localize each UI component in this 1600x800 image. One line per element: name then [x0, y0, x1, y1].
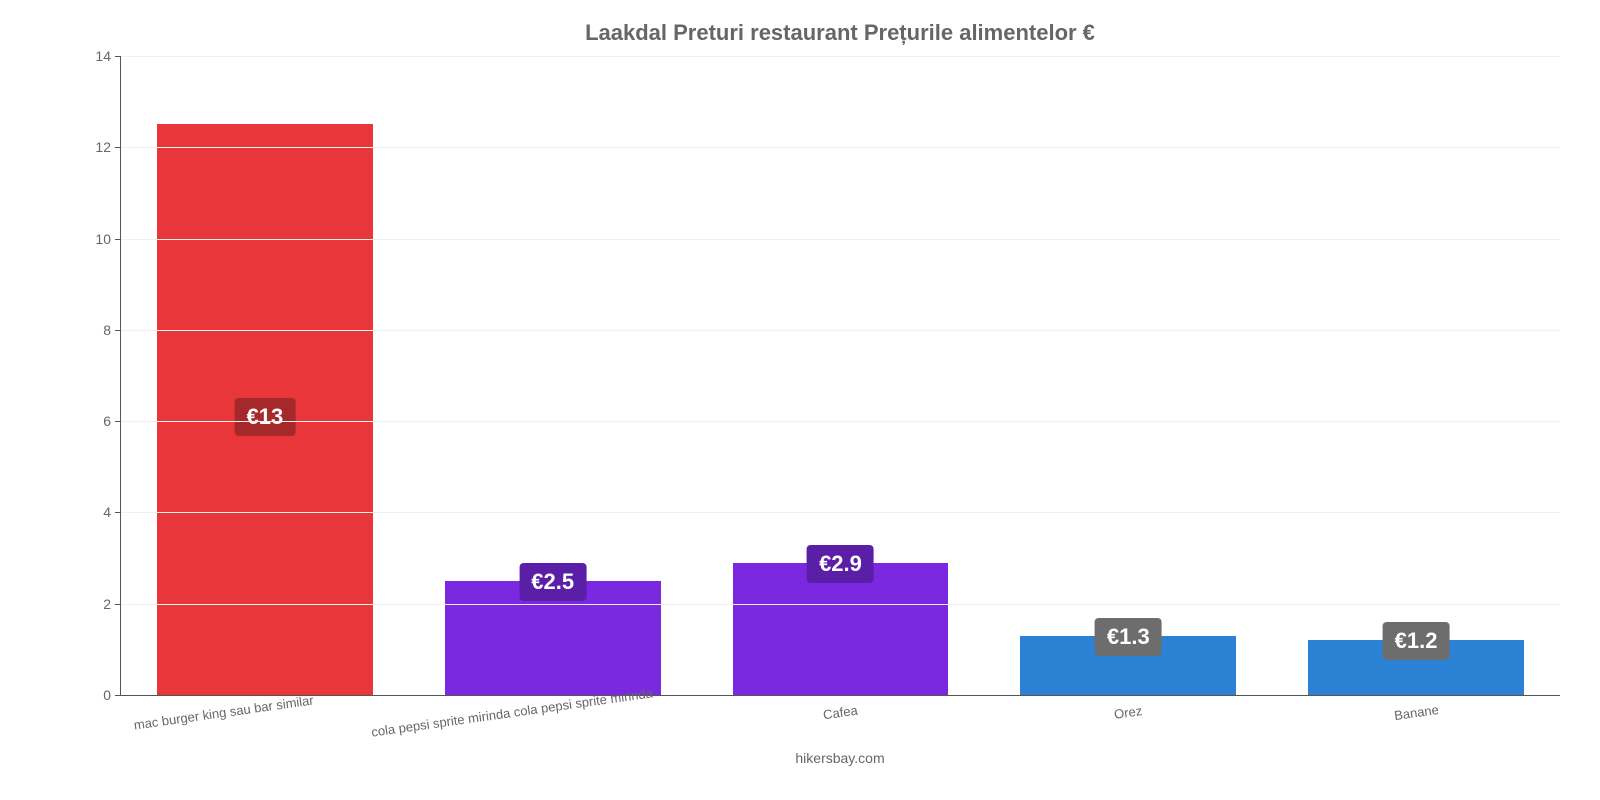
x-axis-label: Banane	[1393, 702, 1439, 723]
bar: €1.3	[1020, 636, 1236, 695]
x-label-slot: Banane	[1272, 704, 1560, 722]
bar-slot: €13	[121, 56, 409, 695]
grid-line	[121, 604, 1560, 605]
value-badge: €1.2	[1383, 622, 1450, 660]
chart-title: Laakdal Preturi restaurant Prețurile ali…	[120, 20, 1560, 46]
bar: €2.9	[733, 563, 949, 695]
bar: €2.5	[445, 581, 661, 695]
bar: €1.2	[1308, 640, 1524, 695]
y-tick-label: 4	[103, 504, 121, 520]
bar-slot: €2.5	[409, 56, 697, 695]
x-axis-labels: mac burger king sau bar similarcola peps…	[120, 704, 1560, 722]
bar: €13	[157, 124, 373, 695]
x-axis-label: Orez	[1113, 703, 1143, 722]
grid-line	[121, 512, 1560, 513]
value-badge: €13	[235, 398, 296, 436]
grid-line	[121, 56, 1560, 57]
grid-line	[121, 330, 1560, 331]
plot-area: €13€2.5€2.9€1.3€1.2 02468101214	[120, 56, 1560, 696]
bar-slot: €1.2	[1272, 56, 1560, 695]
grid-line	[121, 147, 1560, 148]
x-label-slot: mac burger king sau bar similar	[120, 704, 408, 722]
x-label-slot: cola pepsi sprite mirinda cola pepsi spr…	[408, 704, 696, 722]
bar-slot: €2.9	[697, 56, 985, 695]
chart-container: Laakdal Preturi restaurant Prețurile ali…	[0, 0, 1600, 800]
y-tick-label: 2	[103, 596, 121, 612]
y-tick-label: 14	[95, 48, 121, 64]
y-tick-label: 8	[103, 322, 121, 338]
x-axis-label: mac burger king sau bar similar	[133, 692, 315, 732]
grid-line	[121, 239, 1560, 240]
y-tick-label: 12	[95, 139, 121, 155]
value-badge: €2.5	[519, 563, 586, 601]
bars-row: €13 €2.5 €2.9 €1.3 €1.2	[121, 56, 1560, 695]
x-axis-label: Cafea	[822, 703, 858, 723]
grid-line	[121, 421, 1560, 422]
x-label-slot: Cafea	[696, 704, 984, 722]
y-tick-label: 0	[103, 687, 121, 703]
value-badge: €2.9	[807, 545, 874, 583]
source-text: hikersbay.com	[120, 750, 1560, 766]
value-badge: €1.3	[1095, 618, 1162, 656]
y-tick-label: 6	[103, 413, 121, 429]
y-tick-label: 10	[95, 231, 121, 247]
x-label-slot: Orez	[984, 704, 1272, 722]
bar-slot: €1.3	[984, 56, 1272, 695]
